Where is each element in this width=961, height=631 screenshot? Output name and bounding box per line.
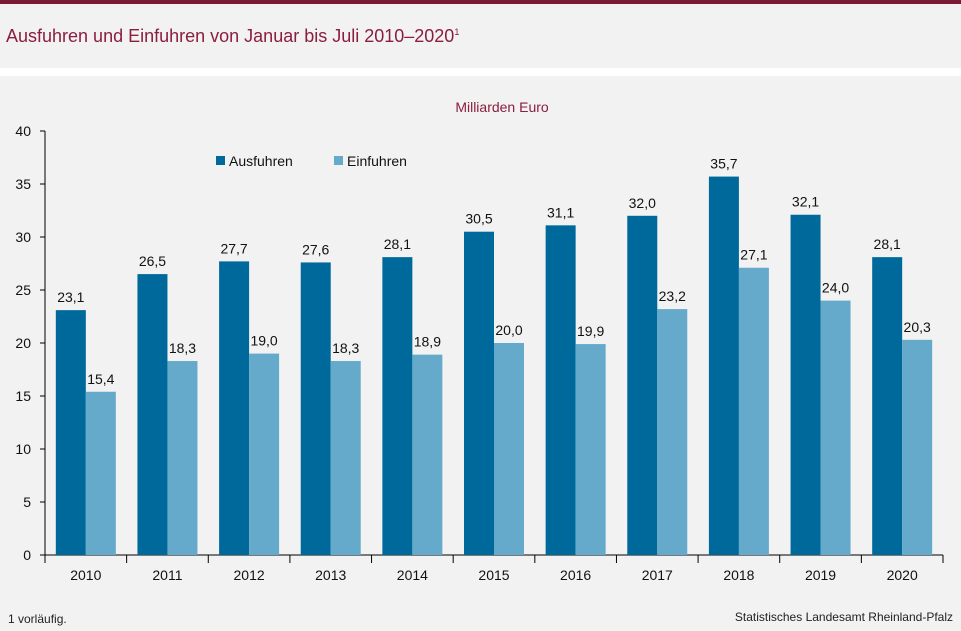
y-tick-label: 30 bbox=[15, 229, 31, 245]
y-tick-label: 0 bbox=[23, 547, 31, 563]
data-label-einfuhren: 19,9 bbox=[577, 323, 604, 339]
bar-einfuhren bbox=[494, 343, 524, 555]
data-label-einfuhren: 24,0 bbox=[822, 280, 849, 296]
x-tick-label: 2017 bbox=[642, 567, 673, 583]
bar-ausfuhren bbox=[382, 257, 413, 555]
source-note: Statistisches Landesamt Rheinland-Pfalz bbox=[734, 610, 953, 624]
data-label-ausfuhren: 32,0 bbox=[629, 195, 656, 211]
bar-ausfuhren bbox=[219, 261, 250, 555]
bar-einfuhren bbox=[330, 361, 361, 555]
bar-einfuhren bbox=[738, 267, 769, 555]
bar-einfuhren bbox=[167, 361, 198, 555]
x-tick-label: 2019 bbox=[805, 567, 836, 583]
bars: 23,1 26,5 27,7 27,6 28,1 30,5 31,1 32,0 35,7 32,1… bbox=[55, 156, 933, 556]
bar-ausfuhren bbox=[708, 176, 739, 555]
x-tick-label: 2012 bbox=[234, 567, 265, 583]
y-tick-label: 20 bbox=[15, 335, 31, 351]
data-label-einfuhren: 20,0 bbox=[495, 322, 522, 338]
data-label-ausfuhren: 27,6 bbox=[302, 241, 329, 257]
bar-einfuhren bbox=[249, 353, 280, 555]
bar-einfuhren bbox=[820, 300, 851, 555]
separator bbox=[0, 68, 961, 76]
data-label-ausfuhren: 35,7 bbox=[710, 156, 737, 172]
bar-ausfuhren bbox=[627, 215, 658, 556]
x-tick-label: 2020 bbox=[887, 567, 918, 583]
data-label-einfuhren: 23,2 bbox=[659, 288, 686, 304]
data-label-ausfuhren: 28,1 bbox=[384, 236, 411, 252]
bar-ausfuhren bbox=[300, 262, 331, 555]
data-label-einfuhren: 18,3 bbox=[169, 340, 196, 356]
data-label-ausfuhren: 31,1 bbox=[547, 204, 574, 220]
bar-einfuhren bbox=[657, 309, 688, 555]
data-label-ausfuhren: 28,1 bbox=[874, 236, 901, 252]
bar-einfuhren bbox=[85, 391, 116, 555]
bar-ausfuhren bbox=[790, 214, 821, 556]
y-tick-label: 15 bbox=[15, 388, 31, 404]
y-tick-label: 25 bbox=[15, 282, 31, 298]
x-tick-label: 2015 bbox=[478, 567, 509, 583]
bar-einfuhren bbox=[412, 354, 443, 555]
bar-einfuhren bbox=[575, 344, 606, 555]
title-footnote-marker: 1 bbox=[454, 27, 460, 37]
bar-chart: Milliarden Euro Ausfuhren Einfuhren 0 5 10… bbox=[0, 76, 961, 606]
x-tick-label: 2014 bbox=[397, 567, 428, 583]
bar-ausfuhren bbox=[137, 274, 168, 555]
bar-ausfuhren bbox=[55, 310, 86, 555]
y-tick-label: 10 bbox=[15, 441, 31, 457]
data-label-ausfuhren: 27,7 bbox=[220, 240, 247, 256]
legend-label-einfuhren: Einfuhren bbox=[347, 153, 407, 169]
y-tick-label: 35 bbox=[15, 176, 31, 192]
legend-swatch-ausfuhren bbox=[216, 156, 225, 165]
data-label-einfuhren: 27,1 bbox=[740, 247, 767, 263]
legend-swatch-einfuhren bbox=[334, 156, 343, 165]
legend: Ausfuhren Einfuhren bbox=[216, 153, 407, 169]
data-label-einfuhren: 18,3 bbox=[332, 340, 359, 356]
data-label-ausfuhren: 30,5 bbox=[465, 211, 492, 227]
data-label-ausfuhren: 26,5 bbox=[139, 253, 166, 269]
x-tick-label: 2010 bbox=[70, 567, 101, 583]
y-tick-label: 40 bbox=[15, 123, 31, 139]
bar-ausfuhren bbox=[872, 257, 903, 555]
page-title-text: Ausfuhren und Einfuhren von Januar bis J… bbox=[6, 26, 455, 46]
y-tick-label: 5 bbox=[23, 494, 31, 510]
bar-ausfuhren bbox=[464, 231, 494, 555]
data-label-einfuhren: 19,0 bbox=[250, 333, 277, 349]
data-label-einfuhren: 18,9 bbox=[414, 334, 441, 350]
x-tick-label: 2016 bbox=[560, 567, 591, 583]
bar-ausfuhren bbox=[545, 225, 576, 555]
legend-label-ausfuhren: Ausfuhren bbox=[229, 153, 293, 169]
x-tick-label: 2018 bbox=[723, 567, 754, 583]
x-tick-label: 2013 bbox=[315, 567, 346, 583]
unit-label: Milliarden Euro bbox=[455, 99, 549, 115]
data-label-ausfuhren: 23,1 bbox=[57, 289, 84, 305]
bar-einfuhren bbox=[902, 339, 933, 555]
data-label-einfuhren: 20,3 bbox=[904, 319, 931, 335]
x-tick-label: 2011 bbox=[152, 567, 182, 583]
footnote: 1 vorläufig. bbox=[8, 612, 67, 626]
data-label-ausfuhren: 32,1 bbox=[792, 194, 819, 210]
top-accent-bar bbox=[0, 0, 961, 4]
data-label-einfuhren: 15,4 bbox=[87, 371, 114, 387]
page-title: Ausfuhren und Einfuhren von Januar bis J… bbox=[6, 26, 459, 47]
title-area: Ausfuhren und Einfuhren von Januar bis J… bbox=[0, 4, 961, 68]
